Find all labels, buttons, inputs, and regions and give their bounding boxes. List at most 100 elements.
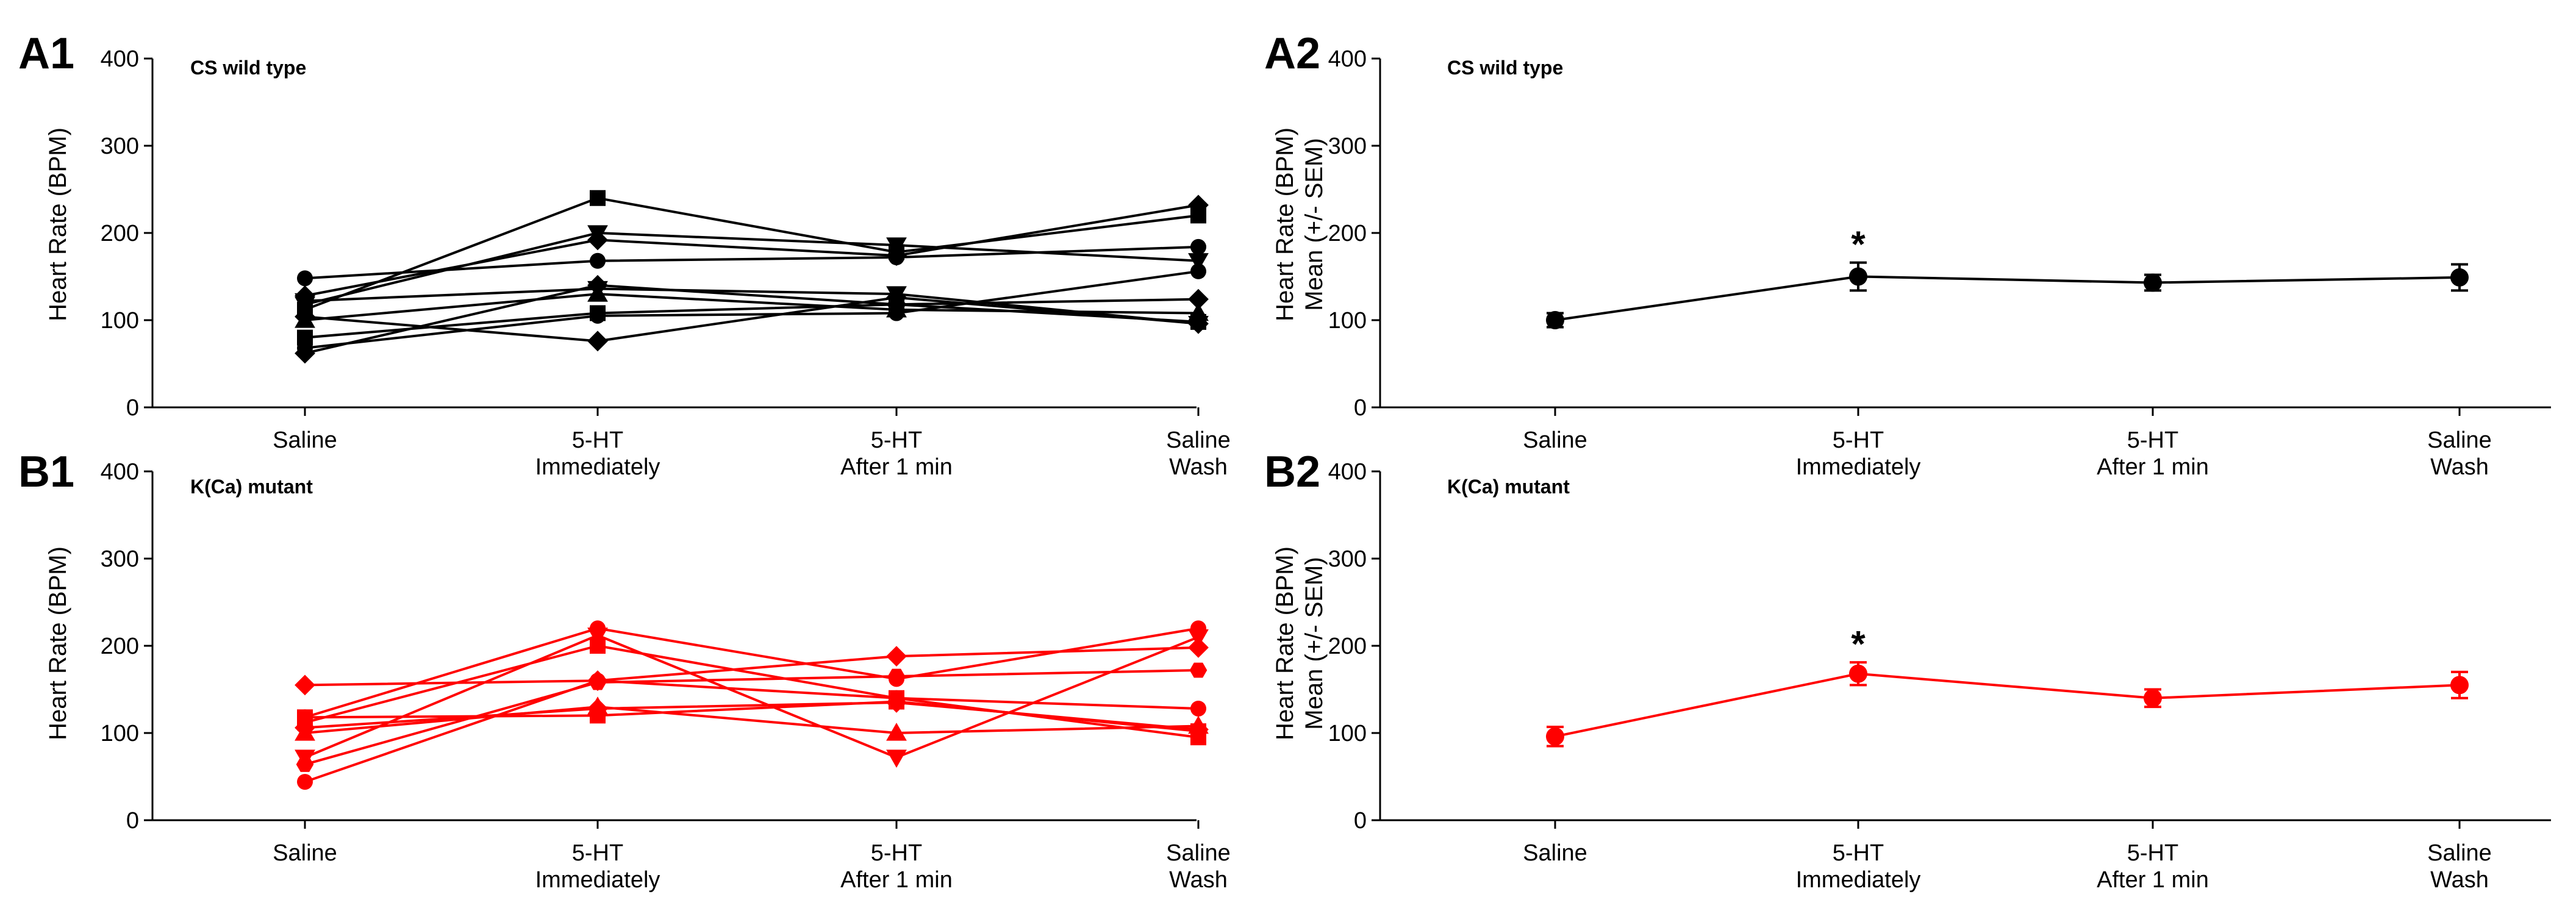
x-tick-label: 5-HT bbox=[871, 427, 922, 453]
x-tick-label: 5-HT bbox=[871, 840, 922, 866]
series-1 bbox=[1546, 661, 2469, 748]
x-tick-label: 5-HT bbox=[2127, 427, 2178, 453]
data-point bbox=[886, 749, 907, 768]
y-tick-label: 400 bbox=[101, 459, 139, 485]
series-10 bbox=[295, 281, 1209, 334]
data-point bbox=[295, 717, 315, 738]
chart-title: K(Ca) mutant bbox=[1447, 476, 1570, 498]
data-point bbox=[1546, 727, 1564, 746]
y-tick-label: 200 bbox=[1328, 634, 1367, 659]
data-point bbox=[1190, 700, 1206, 717]
series-6 bbox=[296, 662, 1208, 772]
series-line bbox=[304, 669, 1199, 766]
y-tick-label: 0 bbox=[1354, 808, 1367, 834]
data-point bbox=[297, 709, 313, 726]
series-line bbox=[304, 296, 1199, 343]
data-point bbox=[887, 668, 906, 684]
series-1 bbox=[1546, 261, 2469, 329]
series-line bbox=[304, 634, 1199, 759]
data-point bbox=[2450, 676, 2469, 695]
series-line bbox=[304, 644, 1199, 739]
data-point bbox=[1188, 637, 1209, 658]
data-point bbox=[886, 299, 907, 318]
x-tick-label: 5-HT bbox=[1833, 427, 1884, 453]
series-line bbox=[304, 196, 1199, 311]
y-tick-label: 0 bbox=[126, 395, 139, 421]
x-tick-label: Saline bbox=[1166, 840, 1231, 866]
data-point bbox=[587, 281, 608, 299]
data-point bbox=[590, 190, 606, 206]
x-tick-label: 5-HT bbox=[1833, 840, 1884, 866]
y-axis-title: Heart Rate (BPM) bbox=[45, 546, 71, 740]
series-9 bbox=[297, 693, 1206, 740]
y-axis-title: Heart Rate (BPM) bbox=[1272, 127, 1298, 321]
panel-letter: B1 bbox=[18, 448, 74, 496]
chart-title: CS wild type bbox=[1447, 57, 1563, 79]
data-point bbox=[587, 331, 608, 352]
series-line bbox=[304, 270, 1199, 349]
data-point bbox=[590, 638, 606, 654]
series-line bbox=[1555, 275, 2460, 321]
x-tick-label: After 1 min bbox=[2097, 867, 2209, 893]
y-tick-label: 100 bbox=[101, 308, 139, 334]
x-tick-label: Immediately bbox=[1796, 867, 1921, 893]
series-line bbox=[304, 627, 1199, 719]
x-tick-label: Immediately bbox=[535, 454, 660, 480]
y-tick-label: 100 bbox=[1328, 308, 1367, 334]
y-tick-label: 100 bbox=[101, 721, 139, 746]
x-tick-label: After 1 min bbox=[840, 454, 953, 480]
data-point bbox=[589, 674, 607, 690]
data-point bbox=[889, 693, 904, 710]
significance-marker: * bbox=[1851, 624, 1866, 665]
x-tick-label: 5-HT bbox=[2127, 840, 2178, 866]
chart-title: CS wild type bbox=[190, 57, 306, 79]
y-tick-label: 400 bbox=[1328, 459, 1367, 485]
data-point bbox=[295, 343, 315, 364]
series-line bbox=[304, 287, 1199, 325]
y-tick-label: 400 bbox=[1328, 46, 1367, 72]
x-tick-label: Saline bbox=[1523, 427, 1587, 453]
data-point bbox=[295, 293, 315, 312]
x-tick-label: 5-HT bbox=[572, 427, 623, 453]
x-tick-label: Saline bbox=[1523, 840, 1587, 866]
y-axis-subtitle: Mean (+/- SEM) bbox=[1301, 557, 1328, 729]
panel-letter: A2 bbox=[1264, 29, 1320, 78]
data-point bbox=[590, 252, 606, 269]
series-7 bbox=[297, 296, 1206, 346]
x-tick-label: 5-HT bbox=[572, 840, 623, 866]
x-tick-label: Immediately bbox=[535, 867, 660, 893]
x-tick-label: After 1 min bbox=[2097, 454, 2209, 480]
y-tick-label: 300 bbox=[101, 546, 139, 572]
data-point bbox=[1188, 316, 1209, 334]
series-line bbox=[304, 284, 1199, 355]
x-tick-label: Saline bbox=[2427, 840, 2492, 866]
data-point bbox=[886, 237, 907, 256]
data-point bbox=[590, 707, 606, 724]
data-point bbox=[1546, 311, 1564, 329]
series-line bbox=[1555, 672, 2460, 738]
x-tick-label: Saline bbox=[273, 840, 337, 866]
x-tick-label: Saline bbox=[2427, 427, 2492, 453]
data-point bbox=[1849, 267, 1867, 286]
data-point bbox=[297, 270, 313, 287]
x-tick-label: Wash bbox=[1169, 454, 1228, 480]
data-point bbox=[886, 723, 907, 741]
x-tick-label: Saline bbox=[273, 427, 337, 453]
x-tick-label: Wash bbox=[2430, 867, 2489, 893]
data-point bbox=[587, 225, 608, 243]
y-tick-label: 200 bbox=[101, 221, 139, 246]
data-point bbox=[590, 305, 606, 321]
y-axis-title: Heart Rate (BPM) bbox=[45, 127, 71, 321]
series-line bbox=[304, 303, 1199, 339]
data-point bbox=[296, 757, 314, 772]
series-4 bbox=[295, 628, 1209, 768]
y-tick-label: 400 bbox=[101, 46, 139, 72]
data-point bbox=[587, 628, 608, 646]
series-line bbox=[304, 706, 1199, 735]
